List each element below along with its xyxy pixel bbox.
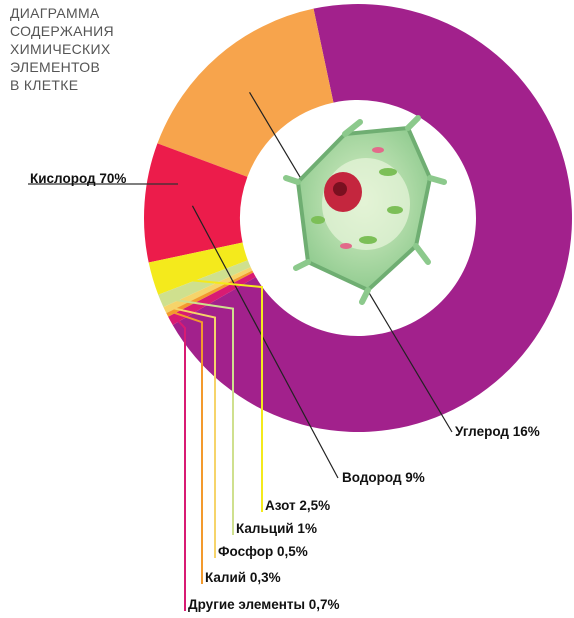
slice-label-0: Кислород 70% (30, 171, 126, 186)
leader-2 (191, 205, 339, 479)
slice-6 (166, 270, 254, 317)
slice-label-4: Кальций 1% (236, 521, 317, 536)
slice-label-2: Водород 9% (342, 470, 425, 485)
leader-4 (166, 297, 234, 535)
leader-7 (174, 317, 186, 611)
slice-label-6: Калий 0,3% (205, 570, 281, 585)
slice-label-5: Фосфор 0,5% (218, 544, 308, 559)
slice-3 (148, 242, 248, 295)
slice-0 (172, 3, 572, 433)
plant-cell-icon (283, 115, 447, 305)
leader-6 (172, 311, 203, 584)
leader-3 (158, 276, 263, 512)
slice-label-1: Углерод 16% (455, 424, 540, 439)
chart-title: ДИАГРАММА СОДЕРЖАНИЯ ХИМИЧЕСКИХ ЭЛЕМЕНТО… (10, 5, 114, 93)
leader-5 (170, 306, 216, 558)
slice-2 (143, 143, 248, 263)
slice-label-3: Азот 2,5% (265, 498, 330, 513)
slice-1 (157, 8, 334, 177)
slice-label-7: Другие элементы 0,7% (188, 597, 340, 612)
